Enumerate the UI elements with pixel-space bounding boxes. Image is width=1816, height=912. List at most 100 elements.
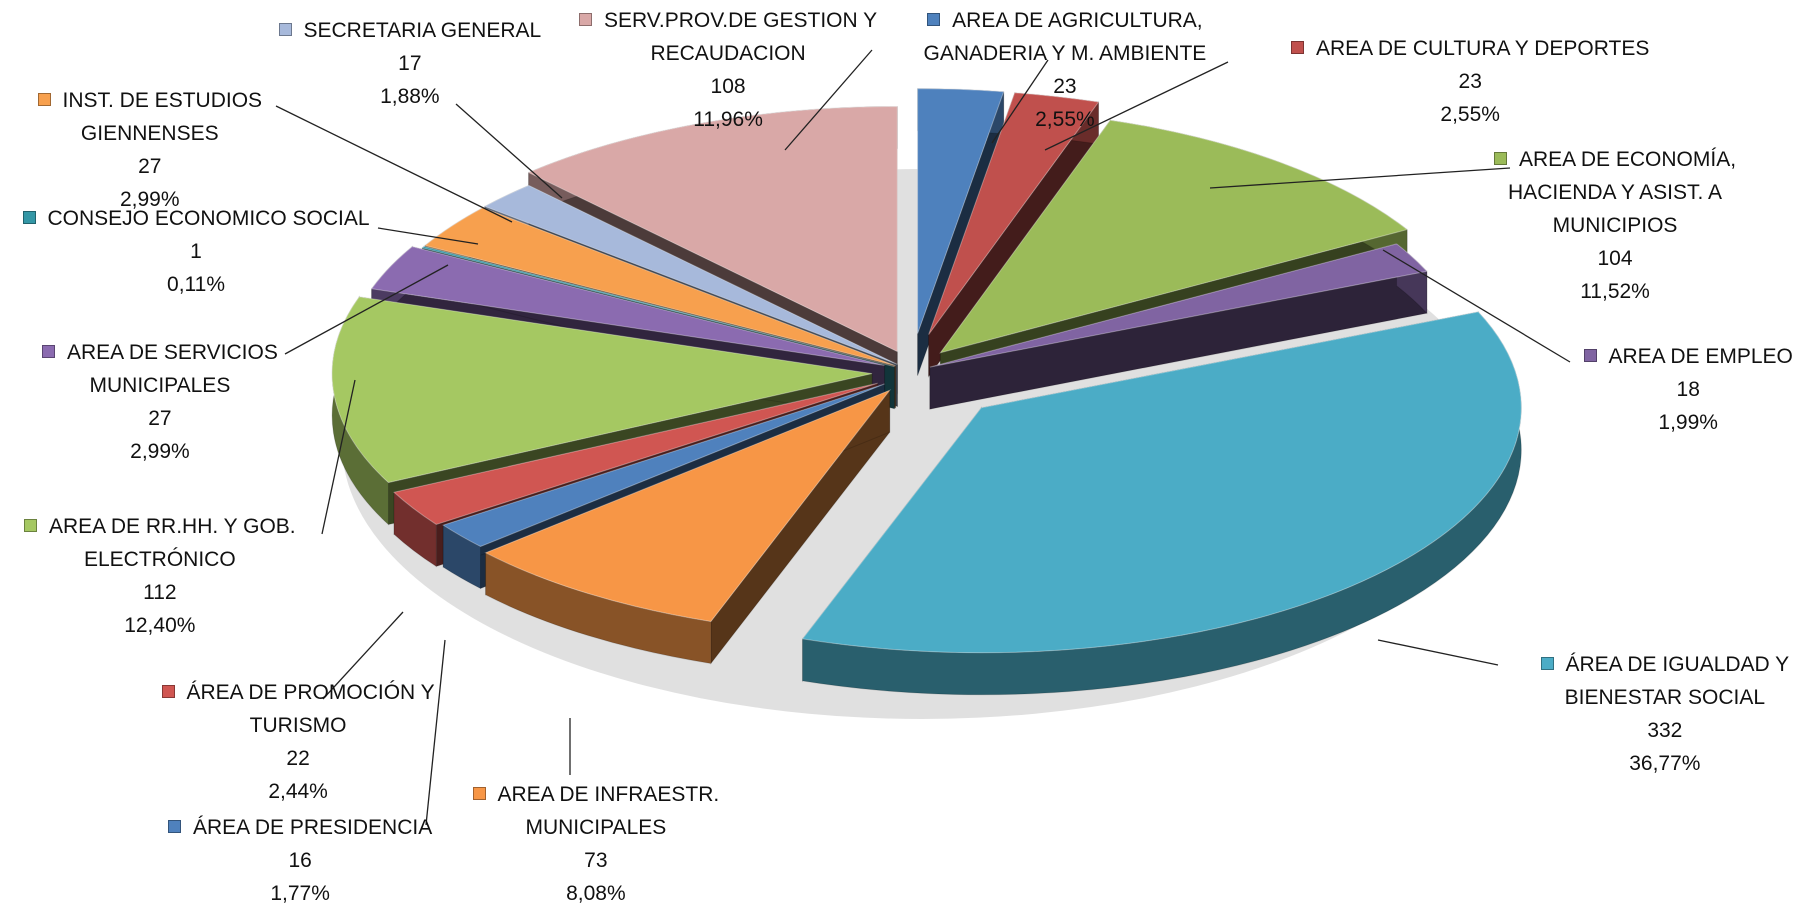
slice-label: AREA DE AGRICULTURA, GANADERIA Y M. AMBIE… [924,4,1207,136]
leader-line [991,59,1049,144]
slice-name: AREA DE INFRAESTR. [472,778,719,811]
leader-line [322,611,404,700]
slice-percent: 1,77% [270,882,330,905]
leader-line [377,227,479,245]
slice-value: 16 [288,849,312,872]
leader-line [1382,249,1571,363]
slice-percent: 1,99% [1658,411,1718,434]
slice-percent: 2,55% [1035,108,1095,131]
slice-label: ÁREA DE IGUALDAD Y BIENESTAR SOCIAL 332 36,… [1540,648,1789,780]
slice-name: ÁREA DE IGUALDAD Y [1540,648,1789,681]
legend-swatch [168,820,181,833]
slice-name: ÁREA DE PRESIDENCIA [168,811,432,844]
slice-label: ÁREA DE PROMOCIÓN Y TURISMO 22 2,44% [161,676,435,808]
slice-value: 17 [398,52,422,75]
pie-slice [484,388,892,665]
slice-percent: 12,40% [124,614,196,637]
slice-label: SERV.PROV.DE GESTION Y RECAUDACION 108 11,9… [579,4,877,136]
slice-name: MUNICIPALES [89,374,231,397]
legend-swatch [24,519,37,532]
slice-label: AREA DE EMPLEO 18 1,99% [1583,340,1793,439]
slice-name: AREA DE RR.HH. Y GOB. [24,510,296,543]
slice-percent: 0,11% [167,273,226,296]
legend-swatch [1540,657,1554,670]
pie-slice [917,88,1005,376]
legend-swatch [1583,349,1597,362]
slice-label: AREA DE RR.HH. Y GOB. ELECTRÓNICO 112 12,40… [24,510,296,642]
slice-percent: 11,52% [1580,280,1650,303]
slice-percent: 2,55% [1440,103,1500,126]
slice-value: 112 [143,581,177,604]
slice-value: 27 [148,407,172,430]
slice-percent: 2,99% [130,440,190,463]
slice-name: TURISMO [249,714,347,737]
slice-label: AREA DE ECONOMÍA, HACIENDA Y ASIST. A MUNI… [1494,143,1736,308]
legend-swatch [472,787,486,800]
slice-name: AREA DE CULTURA Y DEPORTES [1291,32,1649,65]
slice-percent: 2,44% [268,780,328,803]
slice-name: AREA DE AGRICULTURA, [924,4,1207,37]
slice-value: 27 [138,155,162,178]
slice-value: 73 [584,849,608,872]
legend-swatch [161,685,175,698]
slice-label: AREA DE INFRAESTR. MUNICIPALES 73 8,08% [472,778,719,910]
slice-value: 332 [1647,719,1683,742]
leader-line [784,49,873,151]
leader-line [1209,167,1511,189]
pie-slice [527,106,898,395]
slice-name: INST. DE ESTUDIOS [37,84,262,117]
legend-swatch [37,93,51,106]
leader-line [321,379,356,535]
legend-swatch [927,13,941,26]
slice-percent: 2,99% [119,188,180,211]
slice-name: MUNICIPIOS [1552,214,1678,237]
legend-swatch [1494,152,1507,165]
leader-line [1377,639,1499,666]
pie-slice [928,92,1100,379]
slice-label: AREA DE SERVICIOS MUNICIPALES 27 2,99% [42,336,278,468]
legend-swatch [22,211,36,224]
slice-name: AREA DE EMPLEO [1583,340,1793,373]
slice-label: SECRETARIA GENERAL 17 1,88% [278,14,541,113]
slice-label: INST. DE ESTUDIOS GIENNENSES 27 2,99% [37,84,262,216]
slice-value: 108 [710,75,746,98]
slice-label: ÁREA DE PRESIDENCIA 16 1,77% [168,811,432,910]
slice-value: 22 [286,747,310,770]
slice-value: 104 [1597,247,1633,270]
slice-value: 23 [1053,75,1077,98]
slice-name: HACIENDA Y ASIST. A [1508,181,1723,204]
slice-percent: 1,88% [380,85,440,108]
leader-line [275,105,513,223]
slice-name: RECAUDACION [650,42,806,65]
slice-label: CONSEJO ECONOMICO SOCIAL 1 0,11% [22,202,370,301]
leader-line [1044,61,1229,151]
slice-name: ELECTRÓNICO [83,548,236,571]
slice-name: BIENESTAR SOCIAL [1564,686,1766,709]
slice-value: 23 [1458,70,1482,93]
slice-name: SERV.PROV.DE GESTION Y [579,4,877,37]
leader-line [455,103,563,199]
slice-value: 1 [190,240,202,263]
leader-line [284,264,449,355]
slice-name: ÁREA DE PROMOCIÓN Y [161,676,435,709]
slice-label: AREA DE CULTURA Y DEPORTES 23 2,55% [1291,32,1649,131]
slice-value: 18 [1676,378,1700,401]
pie-slice [801,310,1522,696]
legend-swatch [579,13,592,26]
legend-swatch [1291,41,1304,54]
slice-name: GANADERIA Y M. AMBIENTE [923,42,1207,65]
legend-swatch [42,345,55,358]
slice-name: CONSEJO ECONOMICO SOCIAL [22,202,370,235]
slice-percent: 11,96% [693,108,763,131]
slice-name: SECRETARIA GENERAL [278,14,541,47]
slice-percent: 8,08% [566,882,626,905]
legend-swatch [278,23,292,36]
slice-name: AREA DE SERVICIOS [42,336,278,369]
pie-slice [929,242,1428,410]
slice-name: MUNICIPALES [525,816,667,839]
slice-name: GIENNENSES [80,122,219,145]
slice-name: AREA DE ECONOMÍA, [1494,143,1736,176]
leader-line [425,639,446,826]
slice-percent: 36,77% [1629,752,1701,775]
